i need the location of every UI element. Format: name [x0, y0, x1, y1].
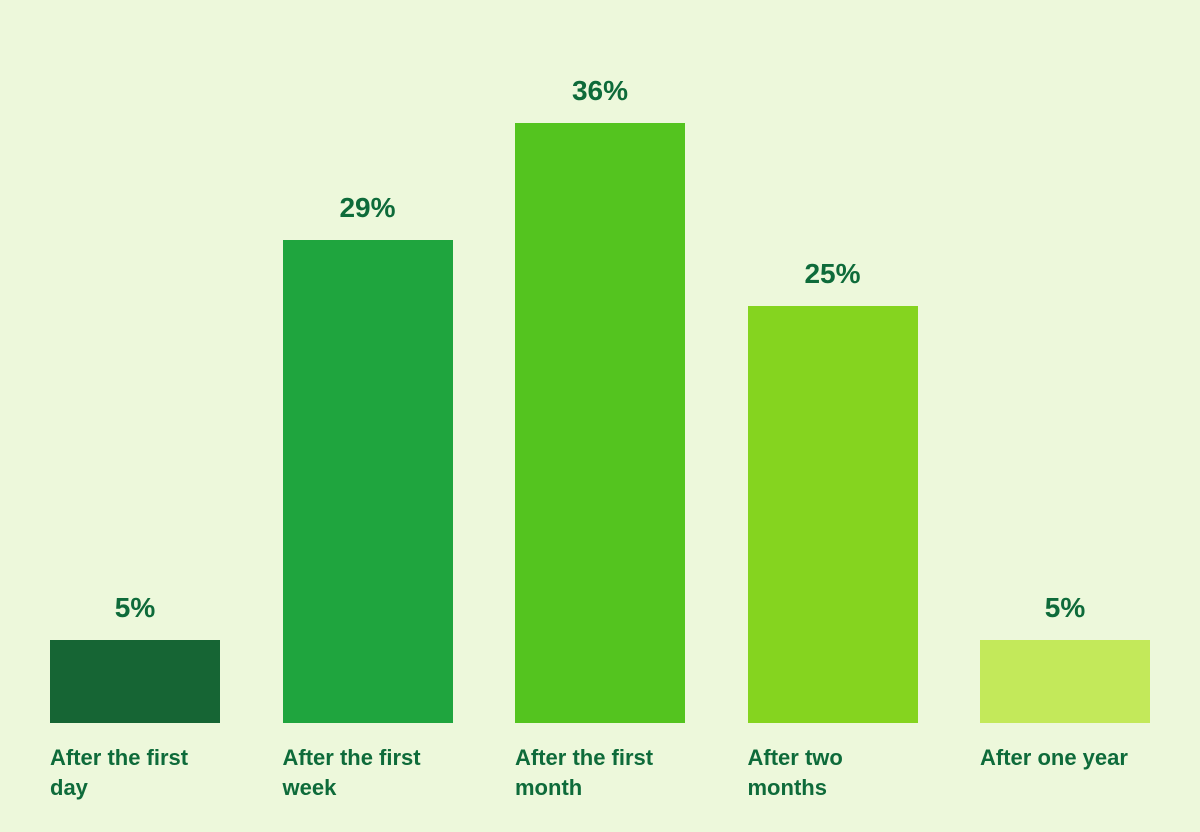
bar-chart: 5% After the first day 29% After the fir…: [0, 0, 1200, 832]
bar-group: 5% After the first day: [50, 592, 220, 802]
bar-group: 29% After the first week: [283, 192, 453, 802]
bar: [980, 640, 1150, 723]
bar: [748, 306, 918, 723]
bar-value: 5%: [50, 592, 220, 624]
bar-value: 36%: [515, 75, 685, 107]
bar: [50, 640, 220, 723]
bar-group: 36% After the first month: [515, 75, 685, 802]
bar-value: 29%: [283, 192, 453, 224]
bar-label: After the first day: [50, 743, 220, 802]
bar-label: After one year: [980, 743, 1128, 802]
bar-value: 5%: [980, 592, 1150, 624]
bar-label: After the first month: [515, 743, 685, 802]
bar-group: 5% After one year: [980, 592, 1150, 802]
bar: [283, 240, 453, 723]
bar-group: 25% After two months: [748, 258, 918, 802]
bar: [515, 123, 685, 723]
bar-label: After the first week: [283, 743, 453, 802]
bar-value: 25%: [748, 258, 918, 290]
bar-label: After two months: [748, 743, 918, 802]
